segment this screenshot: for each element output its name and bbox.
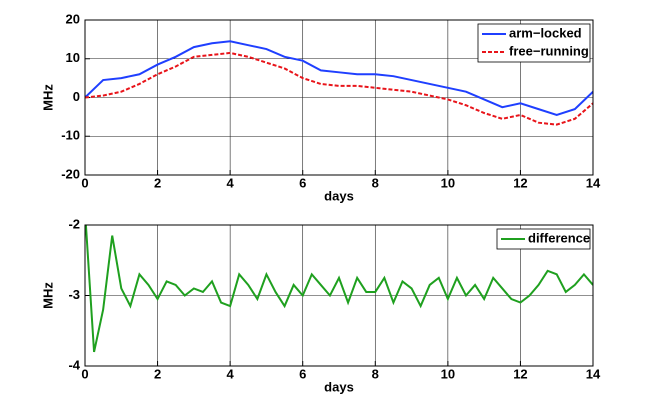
legend-box xyxy=(477,23,591,63)
y-tick-label: -10 xyxy=(61,128,80,143)
x-tick-label: 2 xyxy=(154,175,161,190)
x-tick-label: 8 xyxy=(372,175,379,190)
legend-label: free−running xyxy=(509,43,589,58)
x-tick-label: 10 xyxy=(441,175,455,190)
x-tick-label: 12 xyxy=(513,366,527,381)
x-tick-label: 4 xyxy=(227,366,235,381)
legend: arm−locked free−running xyxy=(477,23,591,63)
x-tick-label: 14 xyxy=(586,175,601,190)
x-tick-label: 0 xyxy=(81,366,88,381)
legend-label: arm−locked xyxy=(509,25,582,40)
x-tick-label: 2 xyxy=(154,366,161,381)
legend: difference xyxy=(496,228,591,250)
x-tick-label: 4 xyxy=(227,175,235,190)
y-tick-label: -20 xyxy=(61,166,80,181)
x-axis-label: days xyxy=(324,379,354,394)
y-tick-label: -3 xyxy=(68,287,80,302)
y-axis-label: MHz xyxy=(40,84,55,111)
axes-frame xyxy=(84,19,594,176)
x-tick-label: 6 xyxy=(299,366,306,381)
x-tick-label: 14 xyxy=(586,366,601,381)
legend-label: difference xyxy=(528,230,590,245)
series-line xyxy=(85,51,593,126)
x-tick-label: 8 xyxy=(372,366,379,381)
y-tick-label: 20 xyxy=(66,11,80,26)
y-tick-label: 0 xyxy=(73,89,80,104)
x-tick-label: 6 xyxy=(299,175,306,190)
series-line xyxy=(85,40,593,116)
x-tick-label: 0 xyxy=(81,175,88,190)
x-tick-label: 10 xyxy=(441,366,455,381)
y-tick-label: 10 xyxy=(66,50,80,65)
x-tick-label: 12 xyxy=(513,175,527,190)
y-axis-label: MHz xyxy=(40,282,55,309)
legend-box xyxy=(496,228,591,250)
axes-frame xyxy=(84,224,594,367)
y-tick-label: -2 xyxy=(68,216,80,231)
y-tick-label: -4 xyxy=(68,357,80,372)
series-line xyxy=(85,225,593,353)
x-axis-label: days xyxy=(324,188,354,203)
